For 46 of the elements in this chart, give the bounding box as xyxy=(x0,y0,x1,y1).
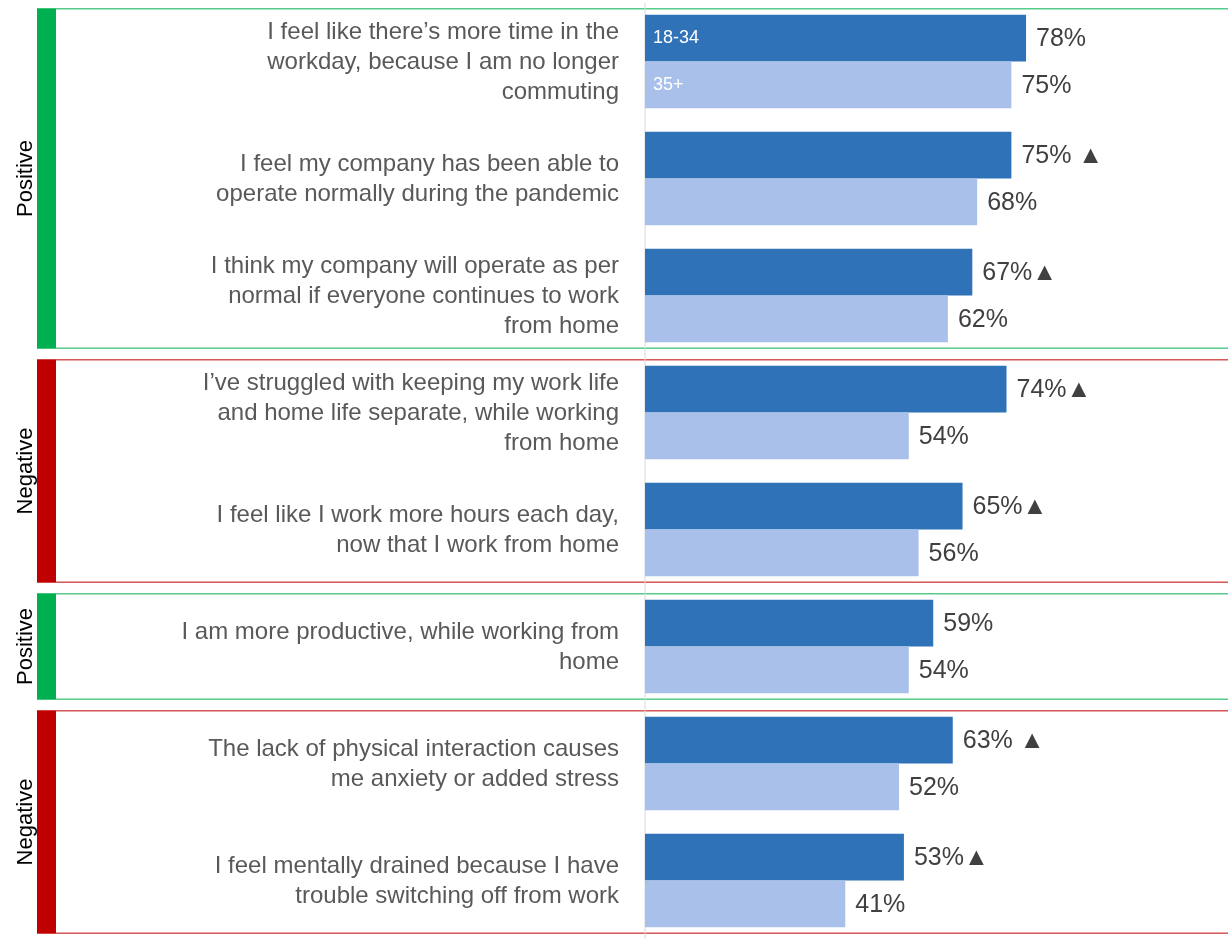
bar xyxy=(645,763,900,811)
data-label: 63% ▲ xyxy=(962,725,1045,754)
data-label: 54% xyxy=(918,654,969,683)
bar xyxy=(645,248,973,296)
data-label: 54% xyxy=(918,420,969,449)
bar xyxy=(645,178,978,226)
y-tick-label: I feel like I work more hours each day, now that I work from home xyxy=(216,499,619,557)
bar xyxy=(645,61,1012,109)
data-label: 74%▲ xyxy=(1016,374,1092,403)
y-tick-label: I am more productive, while working from home xyxy=(181,616,619,674)
data-label: 75% xyxy=(1021,69,1072,98)
bar xyxy=(645,412,909,460)
data-label: 75% ▲ xyxy=(1021,140,1104,169)
bar xyxy=(645,295,948,343)
y-tick-label: I feel like there’s more time in the workday, because I am no longer commuting xyxy=(266,16,620,104)
bar xyxy=(645,131,1012,179)
bar xyxy=(645,646,909,694)
data-label: 53%▲ xyxy=(913,842,989,871)
y-tick-label: I think my company will operate as per normal if everyone continues to work from home xyxy=(210,250,620,338)
series-label: 35+ xyxy=(653,73,684,94)
data-label: 56% xyxy=(928,537,979,566)
data-label: 67%▲ xyxy=(982,257,1058,286)
bar xyxy=(645,833,904,881)
data-label: 41% xyxy=(855,888,906,917)
text: Negative xyxy=(12,778,37,866)
data-label: 78% xyxy=(1036,23,1087,52)
y-tick-label: The lack of physical interaction causes me anxiety or added stress xyxy=(208,733,619,791)
data-label: 59% xyxy=(943,608,994,637)
bar xyxy=(645,716,953,764)
data-label: 68% xyxy=(987,186,1038,215)
text: Positive xyxy=(12,607,37,686)
bar xyxy=(645,599,934,647)
bar xyxy=(645,14,1027,62)
text: Positive xyxy=(12,139,37,218)
data-label: 65%▲ xyxy=(972,491,1048,520)
y-tick-label: I’ve struggled with keeping my work life and home life separate, while working from home xyxy=(202,367,619,455)
text: Negative xyxy=(12,427,37,515)
bar xyxy=(645,482,963,530)
y-tick-label: I feel my company has been able to operate normally during the pandemic xyxy=(216,148,619,206)
series-label: 18-34 xyxy=(653,27,700,48)
bar xyxy=(645,880,846,928)
bar xyxy=(645,365,1007,413)
data-label: 62% xyxy=(957,303,1008,332)
data-label: 52% xyxy=(909,771,960,800)
bar xyxy=(645,529,919,577)
y-tick-label: I feel mentally drained because I have trouble switching off from work xyxy=(214,850,620,908)
